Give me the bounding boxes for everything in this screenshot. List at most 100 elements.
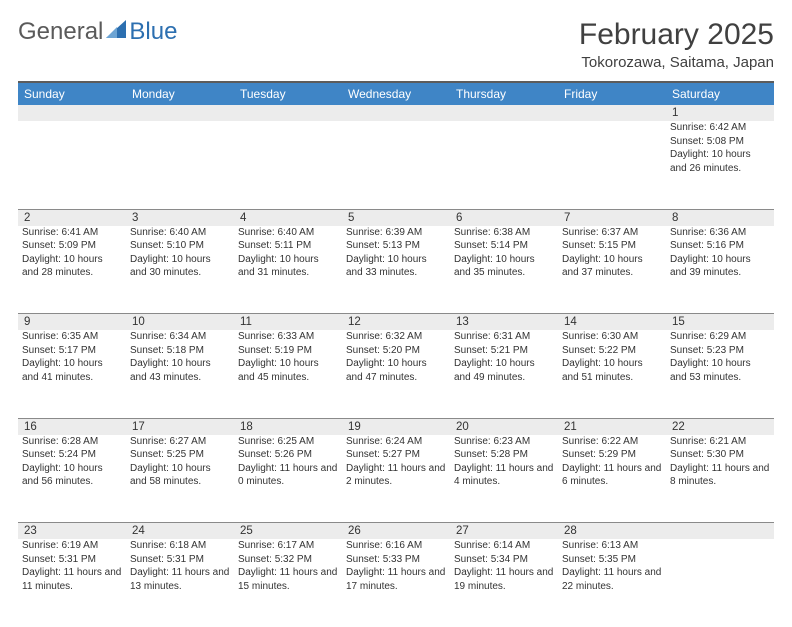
sunrise-text: Sunrise: 6:38 AM <box>454 226 554 240</box>
day-number-cell: 28 <box>558 523 666 540</box>
day-number-cell <box>18 105 126 121</box>
day-cell: Sunrise: 6:34 AMSunset: 5:18 PMDaylight:… <box>126 330 234 418</box>
day-cell <box>126 121 234 209</box>
day-number-cell: 23 <box>18 523 126 540</box>
sunrise-text: Sunrise: 6:32 AM <box>346 330 446 344</box>
weekday-header: Friday <box>558 83 666 105</box>
daylight-text: Daylight: 11 hours and 22 minutes. <box>562 566 662 593</box>
sunrise-text: Sunrise: 6:29 AM <box>670 330 770 344</box>
brand-logo: General Blue <box>18 18 177 46</box>
daylight-text: Daylight: 10 hours and 28 minutes. <box>22 253 122 280</box>
day-cell: Sunrise: 6:14 AMSunset: 5:34 PMDaylight:… <box>450 539 558 627</box>
sunrise-text: Sunrise: 6:33 AM <box>238 330 338 344</box>
sunrise-text: Sunrise: 6:22 AM <box>562 435 662 449</box>
sunrise-text: Sunrise: 6:25 AM <box>238 435 338 449</box>
daylight-text: Daylight: 10 hours and 58 minutes. <box>130 462 230 489</box>
daylight-text: Daylight: 10 hours and 49 minutes. <box>454 357 554 384</box>
page-header: General Blue February 2025 Tokorozawa, S… <box>18 18 774 71</box>
day-number-cell: 2 <box>18 209 126 226</box>
sunset-text: Sunset: 5:33 PM <box>346 553 446 567</box>
daylight-text: Daylight: 10 hours and 37 minutes. <box>562 253 662 280</box>
week-row: Sunrise: 6:35 AMSunset: 5:17 PMDaylight:… <box>18 330 774 418</box>
sunset-text: Sunset: 5:24 PM <box>22 448 122 462</box>
daylight-text: Daylight: 11 hours and 4 minutes. <box>454 462 554 489</box>
day-number-cell: 16 <box>18 418 126 435</box>
day-number-cell: 7 <box>558 209 666 226</box>
brand-part2: Blue <box>129 18 177 46</box>
daylight-text: Daylight: 10 hours and 26 minutes. <box>670 148 770 175</box>
day-cell: Sunrise: 6:37 AMSunset: 5:15 PMDaylight:… <box>558 226 666 314</box>
week-row: Sunrise: 6:28 AMSunset: 5:24 PMDaylight:… <box>18 435 774 523</box>
daylight-text: Daylight: 11 hours and 8 minutes. <box>670 462 770 489</box>
day-number-cell: 10 <box>126 314 234 331</box>
sunrise-text: Sunrise: 6:30 AM <box>562 330 662 344</box>
daynum-row: 16171819202122 <box>18 418 774 435</box>
daylight-text: Daylight: 10 hours and 45 minutes. <box>238 357 338 384</box>
sunset-text: Sunset: 5:18 PM <box>130 344 230 358</box>
day-number-cell <box>450 105 558 121</box>
day-cell: Sunrise: 6:18 AMSunset: 5:31 PMDaylight:… <box>126 539 234 627</box>
day-cell: Sunrise: 6:13 AMSunset: 5:35 PMDaylight:… <box>558 539 666 627</box>
daylight-text: Daylight: 10 hours and 39 minutes. <box>670 253 770 280</box>
daynum-row: 9101112131415 <box>18 314 774 331</box>
day-cell: Sunrise: 6:32 AMSunset: 5:20 PMDaylight:… <box>342 330 450 418</box>
day-cell <box>342 121 450 209</box>
day-cell <box>234 121 342 209</box>
brand-part1: General <box>18 18 103 46</box>
sunset-text: Sunset: 5:34 PM <box>454 553 554 567</box>
daynum-row: 232425262728 <box>18 523 774 540</box>
sunset-text: Sunset: 5:15 PM <box>562 239 662 253</box>
day-number-cell: 1 <box>666 105 774 121</box>
daylight-text: Daylight: 11 hours and 0 minutes. <box>238 462 338 489</box>
sunrise-text: Sunrise: 6:28 AM <box>22 435 122 449</box>
day-number-cell: 14 <box>558 314 666 331</box>
day-number-cell: 27 <box>450 523 558 540</box>
sunset-text: Sunset: 5:26 PM <box>238 448 338 462</box>
day-number-cell: 12 <box>342 314 450 331</box>
weekday-header: Thursday <box>450 83 558 105</box>
day-cell: Sunrise: 6:21 AMSunset: 5:30 PMDaylight:… <box>666 435 774 523</box>
weekday-header: Saturday <box>666 83 774 105</box>
sunset-text: Sunset: 5:17 PM <box>22 344 122 358</box>
day-cell: Sunrise: 6:39 AMSunset: 5:13 PMDaylight:… <box>342 226 450 314</box>
day-cell: Sunrise: 6:27 AMSunset: 5:25 PMDaylight:… <box>126 435 234 523</box>
daylight-text: Daylight: 10 hours and 56 minutes. <box>22 462 122 489</box>
sail-icon <box>105 18 127 46</box>
day-number-cell <box>342 105 450 121</box>
day-number-cell: 19 <box>342 418 450 435</box>
day-cell: Sunrise: 6:36 AMSunset: 5:16 PMDaylight:… <box>666 226 774 314</box>
day-number-cell: 18 <box>234 418 342 435</box>
sunrise-text: Sunrise: 6:17 AM <box>238 539 338 553</box>
day-number-cell: 11 <box>234 314 342 331</box>
day-number-cell: 20 <box>450 418 558 435</box>
sunrise-text: Sunrise: 6:40 AM <box>130 226 230 240</box>
day-number-cell: 21 <box>558 418 666 435</box>
daylight-text: Daylight: 10 hours and 33 minutes. <box>346 253 446 280</box>
sunset-text: Sunset: 5:19 PM <box>238 344 338 358</box>
sunrise-text: Sunrise: 6:14 AM <box>454 539 554 553</box>
day-cell: Sunrise: 6:40 AMSunset: 5:10 PMDaylight:… <box>126 226 234 314</box>
week-row: Sunrise: 6:41 AMSunset: 5:09 PMDaylight:… <box>18 226 774 314</box>
sunrise-text: Sunrise: 6:24 AM <box>346 435 446 449</box>
daylight-text: Daylight: 10 hours and 43 minutes. <box>130 357 230 384</box>
sunrise-text: Sunrise: 6:34 AM <box>130 330 230 344</box>
daynum-row: 2345678 <box>18 209 774 226</box>
day-number-cell <box>126 105 234 121</box>
day-number-cell: 22 <box>666 418 774 435</box>
day-cell: Sunrise: 6:38 AMSunset: 5:14 PMDaylight:… <box>450 226 558 314</box>
title-block: February 2025 Tokorozawa, Saitama, Japan <box>579 18 774 71</box>
day-cell: Sunrise: 6:31 AMSunset: 5:21 PMDaylight:… <box>450 330 558 418</box>
sunset-text: Sunset: 5:08 PM <box>670 135 770 149</box>
sunset-text: Sunset: 5:10 PM <box>130 239 230 253</box>
day-cell: Sunrise: 6:35 AMSunset: 5:17 PMDaylight:… <box>18 330 126 418</box>
daylight-text: Daylight: 11 hours and 6 minutes. <box>562 462 662 489</box>
sunrise-text: Sunrise: 6:13 AM <box>562 539 662 553</box>
weekday-header: Monday <box>126 83 234 105</box>
sunset-text: Sunset: 5:32 PM <box>238 553 338 567</box>
day-number-cell: 26 <box>342 523 450 540</box>
daylight-text: Daylight: 10 hours and 51 minutes. <box>562 357 662 384</box>
daylight-text: Daylight: 10 hours and 35 minutes. <box>454 253 554 280</box>
daylight-text: Daylight: 10 hours and 30 minutes. <box>130 253 230 280</box>
sunrise-text: Sunrise: 6:16 AM <box>346 539 446 553</box>
sunset-text: Sunset: 5:13 PM <box>346 239 446 253</box>
